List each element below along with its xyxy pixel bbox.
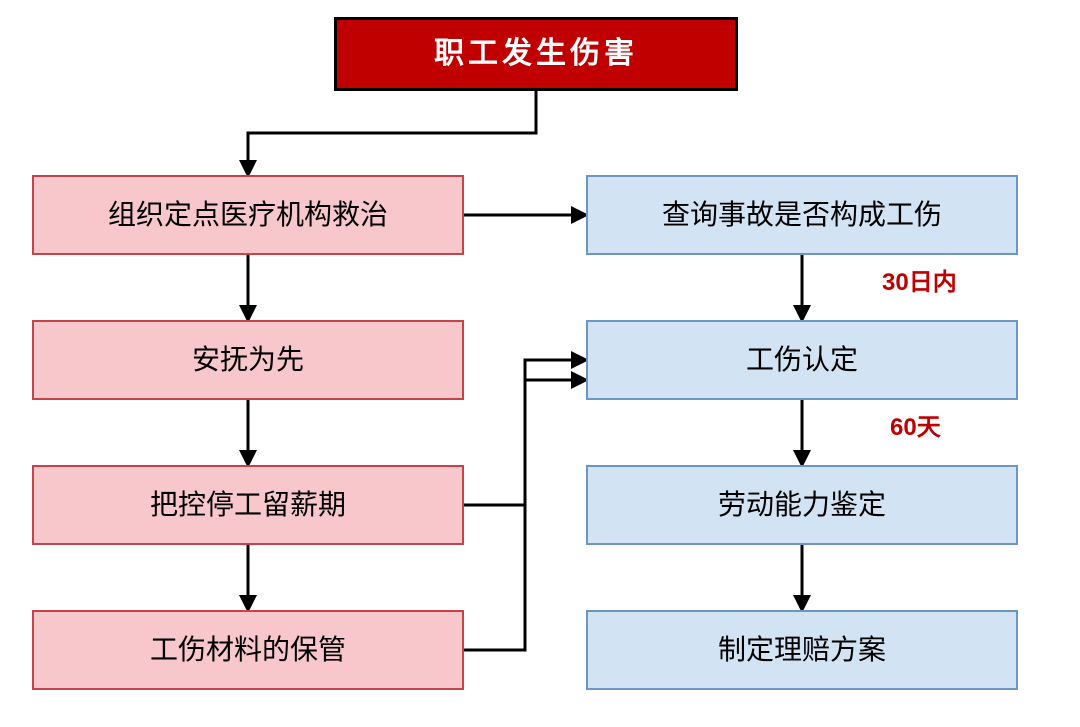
node-label: 安抚为先 bbox=[192, 343, 304, 377]
node-n_l3: 把控停工留薪期 bbox=[32, 465, 464, 545]
node-label: 劳动能力鉴定 bbox=[718, 488, 886, 522]
edge-8 bbox=[464, 360, 586, 505]
node-label: 工伤认定 bbox=[746, 343, 858, 377]
node-label: 制定理赔方案 bbox=[718, 633, 886, 667]
node-n_r1: 查询事故是否构成工伤 bbox=[586, 175, 1018, 255]
node-n_r3: 劳动能力鉴定 bbox=[586, 465, 1018, 545]
node-label: 职工发生伤害 bbox=[434, 36, 638, 72]
node-label: 工伤材料的保管 bbox=[150, 633, 346, 667]
node-n_r2: 工伤认定 bbox=[586, 320, 1018, 400]
flowchart-canvas: 职工发生伤害组织定点医疗机构救治安抚为先把控停工留薪期工伤材料的保管 查询事故是否… bbox=[0, 0, 1080, 727]
edge-0 bbox=[248, 91, 536, 175]
node-n_r4: 制定理赔方案 bbox=[586, 610, 1018, 690]
node-label: 把控停工留薪期 bbox=[150, 488, 346, 522]
node-n_start: 职工发生伤害 bbox=[334, 17, 738, 91]
edge-label-0: 30日内 bbox=[882, 262, 957, 297]
node-n_l1: 组织定点医疗机构救治 bbox=[32, 175, 464, 255]
node-n_l2: 安抚为先 bbox=[32, 320, 464, 400]
node-n_l4: 工伤材料的保管 bbox=[32, 610, 464, 690]
node-label: 查询事故是否构成工伤 bbox=[662, 198, 942, 232]
edge-label-1: 60天 bbox=[890, 407, 941, 442]
node-label: 组织定点医疗机构救治 bbox=[108, 198, 388, 232]
edge-9 bbox=[464, 380, 586, 650]
